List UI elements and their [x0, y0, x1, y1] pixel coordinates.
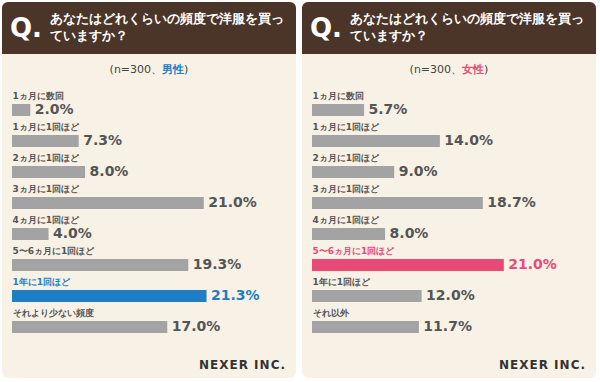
html-text:NEXER INC.: NEXER INC.	[199, 358, 286, 372]
svg-text:2ヵ月に1回ほど: 2ヵ月に1回ほど	[313, 153, 381, 163]
svg-text:19.3%: 19.3%	[193, 256, 242, 272]
svg-text:4ヵ月に1回ほど: 4ヵ月に1回ほど	[13, 215, 81, 225]
svg-text:8.0%: 8.0%	[90, 163, 129, 179]
html-text:Q. あなたはどれくらいの頻度で洋服を買っていますか？: Q. あなたはどれくらいの頻度で洋服を買っていますか？	[10, 11, 284, 43]
svg-text:4.0%: 4.0%	[53, 225, 92, 241]
svg-text:2ヵ月に1回ほど: 2ヵ月に1回ほど	[13, 153, 81, 163]
html-text:(n=300、女性): (n=300、女性)	[409, 63, 489, 76]
svg-text:1ヵ月に1回ほど: 1ヵ月に1回ほど	[313, 122, 381, 132]
svg-text:3ヵ月に1回ほど: 3ヵ月に1回ほど	[313, 184, 381, 194]
svg-text:17.0%: 17.0%	[172, 318, 221, 334]
svg-text:1年に1回ほど: 1年に1回ほど	[13, 277, 72, 287]
svg-text:1ヵ月に数回: 1ヵ月に数回	[13, 91, 64, 101]
svg-text:4ヵ月に1回ほど: 4ヵ月に1回ほど	[313, 215, 381, 225]
html-text:NEXER INC.: NEXER INC.	[499, 358, 586, 372]
svg-text:5〜6ヵ月に1回ほど: 5〜6ヵ月に1回ほど	[313, 246, 396, 256]
svg-text:1ヵ月に数回: 1ヵ月に数回	[313, 91, 364, 101]
svg-text:18.7%: 18.7%	[487, 194, 536, 210]
svg-text:14.0%: 14.0%	[444, 132, 493, 148]
svg-text:それより少ない頻度: それより少ない頻度	[13, 308, 94, 318]
svg-text:21.0%: 21.0%	[208, 194, 257, 210]
svg-text:それ以外: それ以外	[313, 308, 350, 318]
svg-text:5.7%: 5.7%	[369, 101, 408, 117]
html-text:(n=300、男性): (n=300、男性)	[109, 63, 189, 76]
svg-text:2.0%: 2.0%	[35, 101, 74, 117]
svg-text:11.7%: 11.7%	[423, 318, 472, 334]
svg-text:1ヵ月に1回ほど: 1ヵ月に1回ほど	[13, 122, 81, 132]
svg-text:3ヵ月に1回ほど: 3ヵ月に1回ほど	[13, 184, 81, 194]
svg-text:1年に1回ほど: 1年に1回ほど	[313, 277, 372, 287]
svg-text:12.0%: 12.0%	[426, 287, 475, 303]
html-text:Q. あなたはどれくらいの頻度で洋服を買っていますか？: Q. あなたはどれくらいの頻度で洋服を買っていますか？	[310, 11, 584, 43]
svg-text:21.3%: 21.3%	[211, 287, 260, 303]
svg-text:9.0%: 9.0%	[399, 163, 438, 179]
svg-text:8.0%: 8.0%	[390, 225, 429, 241]
svg-text:5〜6ヵ月に1回ほど: 5〜6ヵ月に1回ほど	[13, 246, 96, 256]
svg-text:21.0%: 21.0%	[508, 256, 557, 272]
svg-text:7.3%: 7.3%	[83, 132, 122, 148]
